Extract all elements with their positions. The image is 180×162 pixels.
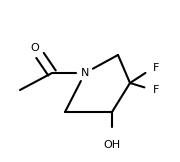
Text: F: F [153,85,159,95]
Text: OH: OH [103,140,121,150]
Text: F: F [153,63,159,73]
Text: O: O [31,43,39,53]
Text: N: N [81,68,89,78]
